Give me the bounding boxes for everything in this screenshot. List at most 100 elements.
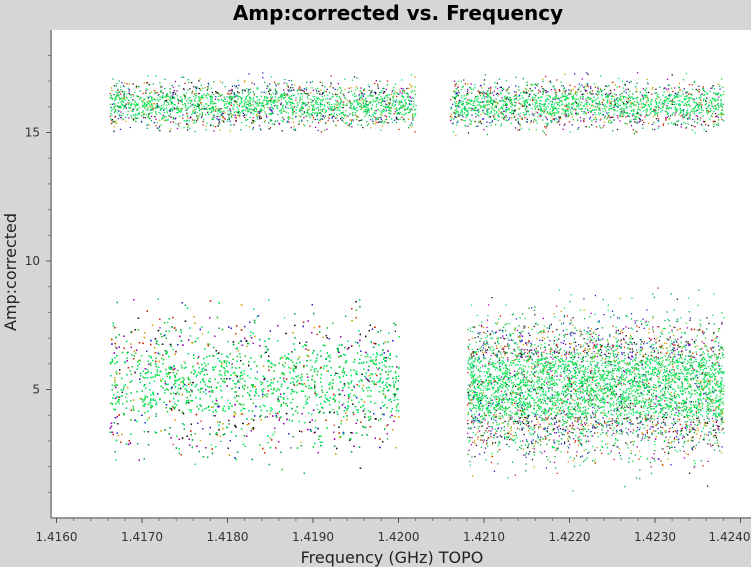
scatter-point [280, 93, 283, 95]
scatter-point [654, 92, 656, 95]
scatter-point [565, 115, 567, 117]
scatter-point [185, 106, 187, 109]
scatter-point [553, 85, 555, 87]
scatter-point [549, 108, 551, 110]
scatter-point [491, 103, 494, 105]
scatter-point [406, 96, 409, 98]
scatter-point [511, 104, 513, 106]
scatter-point [547, 105, 549, 108]
scatter-point [402, 96, 404, 98]
scatter-point [311, 80, 314, 83]
scatter-point [632, 97, 634, 99]
scatter-point [233, 96, 235, 98]
scatter-point [199, 78, 201, 80]
scatter-point [565, 89, 567, 92]
scatter-point [155, 91, 157, 94]
scatter-point [538, 113, 540, 115]
scatter-point [252, 104, 254, 106]
scatter-point [338, 389, 340, 391]
scatter-point [254, 106, 256, 108]
scatter-point [192, 122, 195, 124]
scatter-point [298, 115, 300, 117]
scatter-point [270, 119, 272, 121]
scatter-point [458, 91, 460, 94]
scatter-point [255, 96, 258, 98]
scatter-point [355, 86, 357, 88]
scatter-point [607, 99, 609, 101]
scatter-point [646, 108, 648, 110]
scatter-point [189, 117, 191, 119]
scatter-point [370, 107, 372, 109]
scatter-point [636, 131, 638, 133]
scatter-point [506, 97, 508, 99]
scatter-point [147, 75, 149, 77]
scatter-point [124, 105, 126, 107]
scatter-point [282, 105, 284, 107]
scatter-point [284, 93, 287, 96]
scatter-point [414, 93, 417, 96]
scatter-point [707, 106, 709, 108]
scatter-point [395, 109, 398, 111]
scatter-point [177, 98, 179, 100]
scatter-point [325, 122, 327, 124]
scatter-point [109, 103, 112, 105]
scatter-point [535, 129, 537, 131]
scatter-point [305, 92, 307, 95]
scatter-point [349, 113, 351, 115]
scatter-point [671, 87, 673, 89]
scatter-point [156, 103, 158, 105]
scatter-point [366, 124, 369, 127]
scatter-point [504, 101, 506, 103]
scatter-point [260, 104, 263, 107]
scatter-point [140, 97, 142, 99]
scatter-point [142, 104, 144, 106]
scatter-point [152, 106, 154, 108]
scatter-point [454, 109, 456, 112]
scatter-point [675, 110, 677, 113]
scatter-point [591, 120, 593, 122]
scatter-point [230, 92, 232, 94]
scatter-point [471, 100, 473, 103]
scatter-point [109, 96, 111, 99]
scatter-point [386, 84, 388, 86]
scatter-point [215, 92, 217, 94]
scatter-point [210, 99, 212, 101]
scatter-point [317, 97, 319, 99]
scatter-point [538, 90, 540, 92]
scatter-point [336, 100, 338, 102]
scatter-point [486, 113, 488, 116]
scatter-point [565, 95, 567, 98]
scatter-point [292, 87, 294, 89]
scatter-point [388, 112, 390, 114]
scatter-point [363, 99, 365, 101]
scatter-point [386, 105, 389, 108]
scatter-point [628, 100, 630, 102]
scatter-point [384, 115, 386, 117]
scatter-point [681, 101, 683, 103]
scatter-point [619, 93, 621, 96]
scatter-point [700, 93, 702, 96]
scatter-point [238, 116, 241, 118]
scatter-point [477, 98, 479, 100]
scatter-point [396, 118, 398, 120]
scatter-point [413, 90, 416, 92]
scatter-point [377, 101, 380, 104]
scatter-point [359, 100, 361, 102]
scatter-point [462, 115, 464, 118]
scatter-point [702, 87, 704, 90]
scatter-point [680, 115, 682, 117]
scatter-point [718, 119, 720, 121]
scatter-point [233, 103, 235, 106]
scatter-point [581, 78, 583, 80]
scatter-point [531, 100, 534, 102]
scatter-point [294, 129, 297, 131]
scatter-point [601, 90, 603, 92]
scatter-point [183, 94, 185, 96]
scatter-point [454, 91, 457, 93]
scatter-point [700, 107, 702, 109]
scatter-point [488, 103, 490, 105]
scatter-point [490, 100, 492, 102]
scatter-point [130, 102, 133, 104]
scatter-point [703, 128, 705, 131]
scatter-point [583, 120, 585, 122]
